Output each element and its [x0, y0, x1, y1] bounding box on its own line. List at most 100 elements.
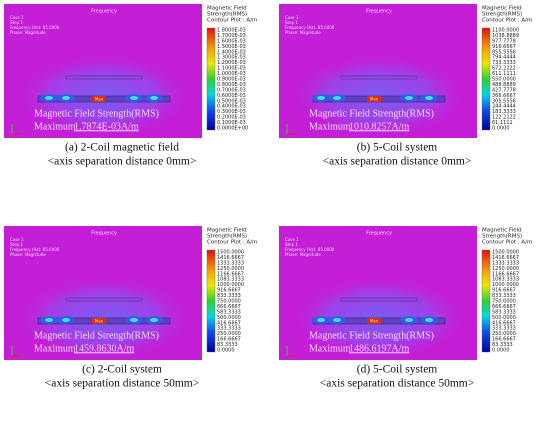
legend-tick-label: 666.6667	[492, 304, 516, 310]
info-line: Frequency (Hz): 85.0000	[10, 25, 60, 30]
colorbar	[206, 249, 216, 353]
max-marker-box	[92, 96, 106, 102]
legend-tick-label: 672.2222	[492, 66, 516, 72]
maximum-label: Maximum	[34, 121, 76, 132]
caption: (d) 5-Coil system	[357, 364, 438, 376]
field-core	[45, 318, 53, 322]
caption: <axis separation distance 0mm>	[323, 156, 472, 168]
legend-tick-label: 666.6667	[217, 304, 241, 310]
legend-title: Magnetic Field	[207, 6, 247, 12]
legend-tick-label: 183.3333	[492, 109, 516, 115]
legend-tick-label: 0.0000	[217, 348, 235, 354]
legend-tick-label: 1416.6667	[492, 255, 519, 261]
legend-tick-label: 1.1000E-03	[217, 66, 246, 72]
legend-tick-label: 916.6667	[492, 44, 516, 50]
legend-tick-label: 1333.3333	[217, 260, 244, 266]
legend-tick-label: 1100.0000	[492, 28, 519, 34]
legend-tick-label: 83.3333	[217, 342, 238, 348]
legend-tick-label: 833.3333	[492, 293, 516, 299]
legend-tick-label: 0.9000E-03	[217, 77, 246, 83]
legend-tick-label: 61.1111	[492, 120, 513, 126]
legend-tick-label: 427.7778	[492, 87, 516, 93]
info-line: Frequency (Hz): 85.0000	[285, 247, 335, 252]
plot-label: Magnetic Field Strength(RMS)	[34, 330, 159, 341]
legend-title: Magnetic Field	[482, 6, 522, 12]
field-core	[150, 96, 158, 100]
legend-tick-label: 333.3333	[217, 326, 241, 332]
info-line: Step 1	[285, 20, 298, 25]
max-marker: Max	[95, 319, 104, 324]
field-core	[425, 96, 433, 100]
coil-frame	[340, 297, 418, 302]
coil-frame	[340, 75, 418, 80]
legend-tick-label: 916.6667	[217, 288, 241, 294]
legend-tick-label: 1.5000E-03	[217, 44, 246, 50]
info-line: Case 1	[10, 237, 24, 242]
info-line: Phase: Magnitude	[285, 30, 321, 35]
max-marker-box	[367, 318, 381, 324]
legend-tick-label: 611.1111	[492, 71, 516, 77]
legend-tick-label: 416.6667	[217, 320, 241, 326]
info-line: Case 1	[285, 15, 299, 20]
legend-tick-label: 750.0000	[217, 299, 241, 305]
legend-tick-label: 1.2000E-03	[217, 60, 246, 66]
caption: <axis separation distance 0mm>	[48, 156, 197, 168]
overlay-title: Frequency	[366, 231, 392, 237]
legend-title: Strength(RMS)	[482, 234, 522, 240]
overlay-title: Frequency	[91, 9, 117, 15]
maximum-value: 1010.8257A/m	[349, 121, 410, 132]
colorbar	[481, 249, 491, 353]
info-line: Case 1	[10, 15, 24, 20]
legend-tick-label: 1.4000E-03	[217, 49, 246, 55]
info-line: Frequency (Hz): 85.0000	[10, 247, 60, 252]
legend-tick-label: 366.6667	[492, 93, 516, 99]
info-line: Phase: Magnitude	[285, 252, 321, 257]
legend-tick-label: 1166.6667	[217, 271, 244, 277]
legend-title: Strength(RMS)	[207, 234, 247, 240]
legend-tick-label: 1416.6667	[217, 255, 244, 261]
legend-tick-label: 1250.0000	[492, 266, 519, 272]
legend-tick-label: 1.8000E-03	[217, 28, 246, 34]
legend-tick-label: 0.6000E-03	[217, 93, 246, 99]
field-core	[62, 318, 70, 322]
caption: <axis separation distance 50mm>	[45, 378, 199, 390]
info-line: Phase: Magnitude	[10, 252, 46, 257]
legend-tick-label: 1.0000E-03	[217, 71, 246, 77]
colorbar	[206, 27, 216, 131]
legend-tick-label: 83.3333	[492, 342, 513, 348]
legend-tick-label: 0.3000E-03	[217, 109, 246, 115]
legend-title: Contour Plot : A/m	[207, 18, 257, 24]
legend-tick-label: 122.2222	[492, 115, 516, 121]
field-core	[45, 96, 53, 100]
legend-tick-label: 1500.0000	[217, 250, 244, 256]
legend-tick-label: 1083.3333	[217, 277, 244, 283]
coil-frame	[65, 297, 143, 302]
caption: (a) 2-Coil magnetic field	[65, 142, 179, 154]
info-line: Step 1	[10, 20, 23, 25]
info-line: Frequency (Hz): 85.0000	[285, 25, 335, 30]
plot-label: Magnetic Field Strength(RMS)	[34, 108, 159, 119]
info-line: Phase: Magnitude	[10, 30, 46, 35]
plot-label: Magnetic Field Strength(RMS)	[309, 330, 434, 341]
maximum-value: 1.7874E-03A/m	[74, 121, 139, 132]
legend-tick-label: 833.3333	[217, 293, 241, 299]
legend-tick-label: 583.3333	[492, 309, 516, 315]
legend-tick-label: 0.7000E-03	[217, 87, 246, 93]
field-core	[62, 96, 70, 100]
maximum-label: Maximum	[34, 343, 76, 354]
legend-tick-label: 333.3333	[492, 326, 516, 332]
legend-tick-label: 1000.0000	[492, 282, 519, 288]
coil-frame	[65, 75, 143, 80]
legend-tick-label: 500.0000	[217, 315, 241, 321]
legend-title: Magnetic Field	[207, 228, 247, 234]
legend-tick-label: 1500.0000	[492, 250, 519, 256]
field-core	[150, 318, 158, 322]
max-marker-box	[92, 318, 106, 324]
legend-tick-label: 250.0000	[217, 331, 241, 337]
legend-tick-label: 488.8889	[492, 82, 516, 88]
legend-tick-label: 916.6667	[492, 288, 516, 294]
legend-tick-label: 977.7778	[492, 38, 516, 44]
legend-tick-label: 0.4000E-03	[217, 104, 246, 110]
